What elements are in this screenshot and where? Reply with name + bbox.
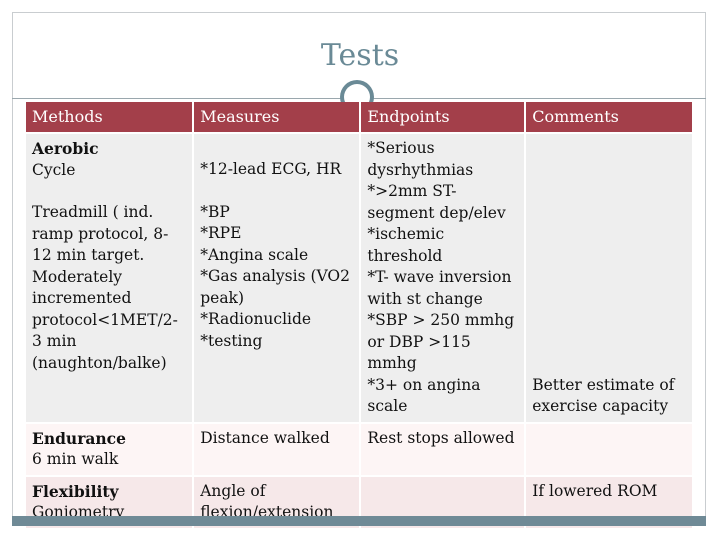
header-row: Methods Measures Endpoints Comments [26, 102, 692, 132]
bottom-accent-bar [12, 516, 706, 526]
table-row: Endurance 6 min walk Distance walked Res… [26, 423, 692, 475]
header-measures: Measures [194, 102, 360, 132]
method-title: Endurance [32, 428, 126, 448]
comments-cell [526, 423, 692, 475]
slide-title: Tests [320, 38, 400, 73]
method-sub: 6 min walk [32, 450, 119, 468]
methods-cell: Aerobic Cycle Treadmill ( ind. ramp prot… [26, 134, 193, 422]
comments-cell: Better estimate of exercise capacity [526, 134, 692, 422]
methods-cell: Endurance 6 min walk [26, 423, 193, 475]
endpoints-cell: Rest stops allowed [361, 423, 525, 475]
table-row: Aerobic Cycle Treadmill ( ind. ramp prot… [26, 134, 692, 422]
method-title: Flexibility [32, 481, 119, 501]
measures-cell: Distance walked [194, 423, 360, 475]
endpoints-cell: *Serious dysrhythmias *>2mm ST- segment … [361, 134, 525, 422]
method-title: Aerobic [32, 139, 99, 158]
method-sub: Cycle [32, 160, 76, 179]
measures-list: *BP *RPE *Angina scale *Gas analysis (VO… [200, 202, 350, 350]
header-endpoints: Endpoints [361, 102, 525, 132]
method-extra: Treadmill ( ind. ramp protocol, 8- 12 mi… [32, 203, 178, 372]
header-methods: Methods [26, 102, 193, 132]
tests-table: Methods Measures Endpoints Comments Aero… [24, 100, 694, 530]
measures-top: *12-lead ECG, HR [200, 160, 342, 178]
measures-cell: *12-lead ECG, HR *BP *RPE *Angina scale … [194, 134, 360, 422]
header-comments: Comments [526, 102, 692, 132]
